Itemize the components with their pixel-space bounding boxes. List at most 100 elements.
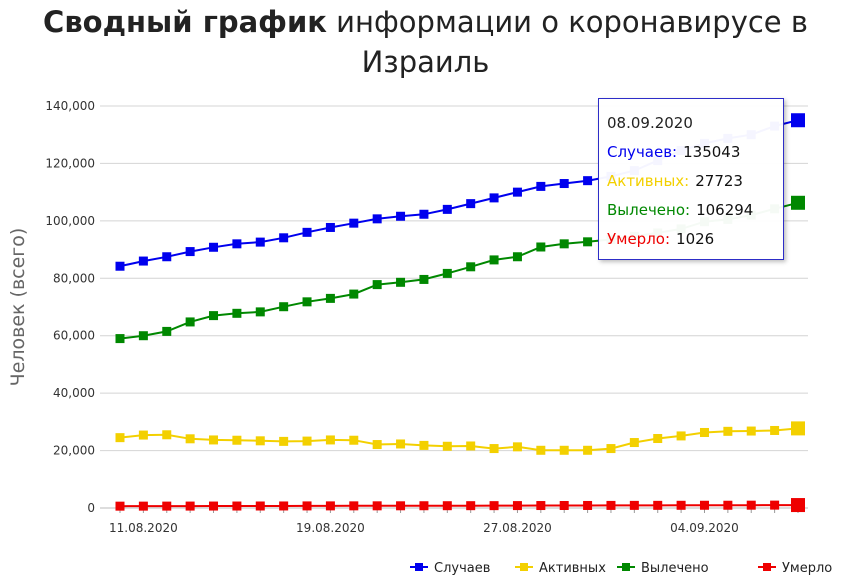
data-point [583,500,593,510]
data-point [583,445,593,455]
data-point [209,242,219,252]
data-point [512,442,522,452]
data-point [466,501,476,511]
data-point [349,218,359,228]
data-point [676,431,686,441]
y-tick-label: 100,000 [45,214,95,228]
data-point [559,501,569,511]
x-tick-label: 27.08.2020 [483,521,552,535]
data-point [138,501,148,511]
data-point [372,501,382,511]
legend-label: Умерло [782,561,832,576]
tooltip-value-deaths: 1026 [676,230,715,248]
data-point [396,211,406,221]
data-point [232,239,242,249]
y-tick-label: 60,000 [53,329,95,343]
y-axis-label: Человек (всего) [7,228,29,387]
y-tick-label: 40,000 [53,386,95,400]
data-point [302,501,312,511]
data-point [746,500,756,510]
data-point [372,280,382,290]
tooltip-label-cases: Случаев: [607,143,678,161]
tooltip-date: 08.09.2020 [607,114,693,132]
data-point [325,435,335,445]
data-point [442,268,452,278]
legend-marker [415,563,423,571]
data-point [349,435,359,445]
data-point [279,436,289,446]
x-tick-label: 11.08.2020 [109,521,178,535]
data-point [489,193,499,203]
data-point [372,214,382,224]
data-point [185,501,195,511]
data-point [349,289,359,299]
data-point [419,209,429,219]
data-point [791,421,805,436]
data-point [372,440,382,450]
y-tick-label: 120,000 [45,156,95,170]
data-point [466,441,476,451]
data-point [512,501,522,511]
tooltip-row-active: Активных: 27723 [607,167,775,196]
data-point [325,222,335,232]
data-point [512,187,522,197]
tooltip-label-active: Активных: [607,172,690,190]
data-point [325,293,335,303]
data-point [185,317,195,327]
data-point [723,500,733,510]
data-point [162,430,172,440]
data-point [653,500,663,510]
data-point [536,501,546,511]
data-point [559,445,569,455]
data-point [536,181,546,191]
data-point [583,176,593,186]
data-point [419,440,429,450]
legend-label: Активных [539,561,606,576]
data-point [606,444,616,454]
tooltip-value-recovered: 106294 [696,201,754,219]
data-point [489,444,499,454]
data-point [466,199,476,209]
data-point [489,255,499,265]
data-point [302,227,312,237]
legend-marker [520,563,528,571]
data-point [255,237,265,247]
data-point [791,498,805,513]
data-point [232,435,242,445]
data-point [791,195,805,210]
tooltip-row-deaths: Умерло: 1026 [607,225,775,254]
data-point [279,233,289,243]
data-point [723,426,733,436]
data-point [676,500,686,510]
data-point [442,204,452,214]
data-point [279,501,289,511]
data-point [115,334,125,344]
data-tooltip: 08.09.2020 Случаев: 135043 Активных: 27723… [598,98,784,260]
data-point [302,436,312,446]
data-point [185,247,195,257]
chart-title-bold: Сводный график [43,5,327,39]
data-point [512,252,522,262]
data-point [629,438,639,448]
data-point [185,434,195,444]
data-point [770,425,780,435]
data-point [699,500,709,510]
y-tick-label: 140,000 [45,99,95,113]
tooltip-label-deaths: Умерло: [607,230,671,248]
data-point [209,311,219,321]
legend-label: Вылечено [641,561,709,576]
series-1 [115,421,805,455]
data-point [396,439,406,449]
data-point [162,252,172,262]
data-point [419,501,429,511]
legend-marker [763,563,771,571]
data-point [606,500,616,510]
data-point [559,179,569,189]
chart-title: Сводный график информации о коронавирусе… [0,2,851,82]
chart-title-rest: информации о коронавирусе в Израиль [326,5,808,79]
data-point [162,501,172,511]
data-point [209,435,219,445]
x-tick-label: 19.08.2020 [296,521,365,535]
data-point [489,501,499,511]
